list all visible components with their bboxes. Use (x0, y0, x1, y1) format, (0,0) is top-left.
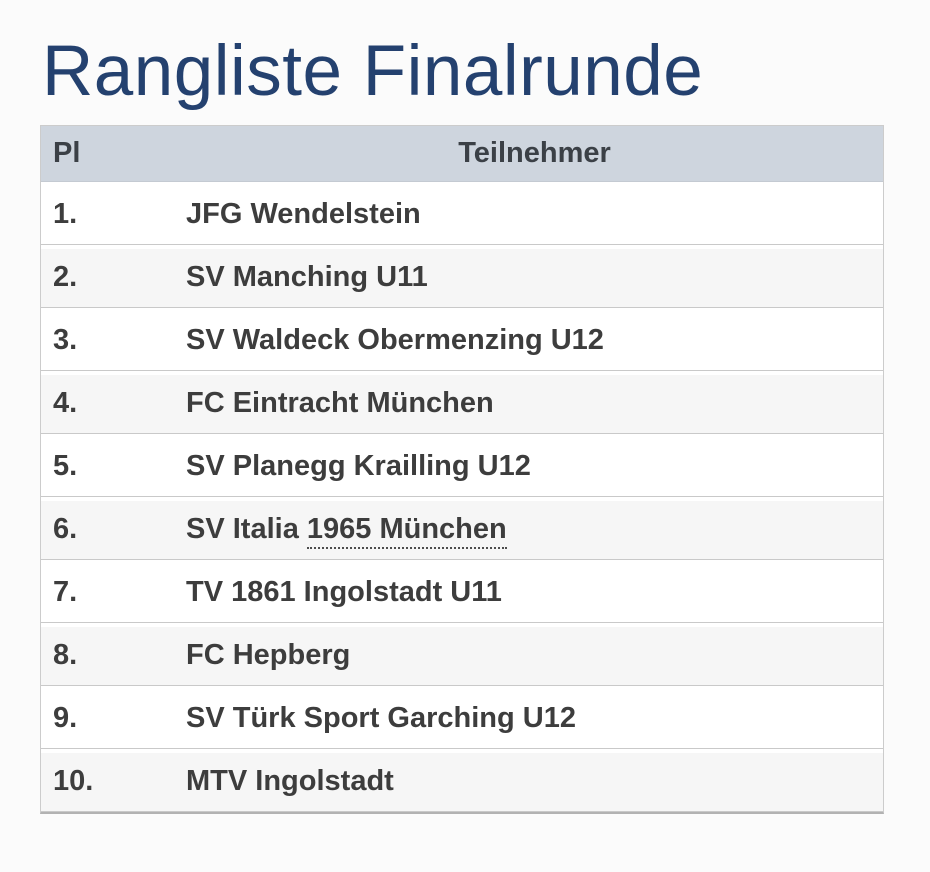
table-row: 3. SV Waldeck Obermenzing U12 (41, 311, 883, 371)
page: Rangliste Finalrunde Pl Teilnehmer 1. JF… (0, 32, 930, 872)
ranking-table: Pl Teilnehmer 1. JFG Wendelstein 2. SV M… (40, 124, 884, 814)
rank-cell: 1. (53, 198, 78, 231)
rank-cell: 9. (53, 702, 78, 735)
table-row: 1. JFG Wendelstein (41, 185, 883, 245)
team-name-annotated[interactable]: 1965 München (306, 513, 507, 550)
team-cell: SV Türk Sport Garching U12 (186, 702, 576, 735)
team-cell: SV Planegg Krailling U12 (186, 450, 531, 483)
column-header-pl: Pl (53, 136, 81, 169)
rank-cell: 2. (53, 261, 78, 294)
table-row: 6. SV Italia 1965 München (41, 500, 883, 560)
rank-cell: 6. (53, 513, 78, 546)
rank-cell: 4. (53, 387, 78, 420)
table-row: 5. SV Planegg Krailling U12 (41, 437, 883, 497)
table-body: 1. JFG Wendelstein 2. SV Manching U11 3.… (41, 185, 883, 812)
table-header-row: Pl Teilnehmer (41, 125, 883, 182)
table-row: 10. MTV Ingolstadt (41, 752, 883, 812)
table-row: 4. FC Eintracht München (41, 374, 883, 434)
team-cell: SV Manching U11 (186, 261, 428, 294)
team-cell: JFG Wendelstein (186, 198, 421, 231)
rank-cell: 10. (53, 765, 94, 798)
column-header-teilnehmer: Teilnehmer (458, 136, 611, 169)
team-cell: FC Eintracht München (186, 387, 494, 420)
team-cell: SV Italia 1965 München (186, 513, 883, 550)
table-row: 8. FC Hepberg (41, 626, 883, 686)
page-title: Rangliste Finalrunde (42, 32, 704, 111)
team-name-text: SV Italia (186, 513, 307, 546)
team-cell: TV 1861 Ingolstadt U11 (186, 576, 502, 609)
table-row: 2. SV Manching U11 (41, 248, 883, 308)
table-row: 9. SV Türk Sport Garching U12 (41, 689, 883, 749)
team-cell: FC Hepberg (186, 639, 351, 672)
rank-cell: 5. (53, 450, 78, 483)
table-row: 7. TV 1861 Ingolstadt U11 (41, 563, 883, 623)
team-cell: SV Waldeck Obermenzing U12 (186, 324, 604, 357)
rank-cell: 3. (53, 324, 78, 357)
rank-cell: 7. (53, 576, 78, 609)
team-cell: MTV Ingolstadt (186, 765, 394, 798)
rank-cell: 8. (53, 639, 78, 672)
